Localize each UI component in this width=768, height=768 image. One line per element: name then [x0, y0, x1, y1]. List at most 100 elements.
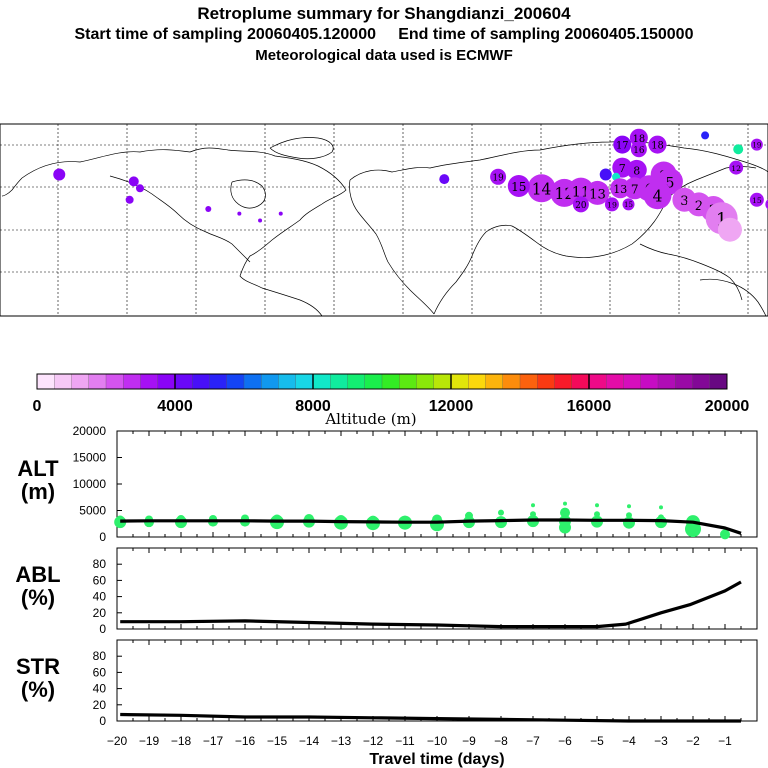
travel-time-axis: −20 −19 −18 −17 −16 −15 −14 −13 −12 −11 −10 −9 −8 −7 −…	[107, 734, 732, 768]
y-tick-label: 10000	[73, 477, 107, 491]
plume-point	[648, 135, 667, 154]
colorbar-tick-label: 20000	[705, 398, 750, 415]
plume-point	[237, 211, 242, 216]
colorbar-cell	[243, 373, 262, 390]
west-europe-africa-outline	[349, 179, 435, 315]
plume-point	[439, 174, 450, 185]
greenland-outline	[269, 137, 334, 160]
plume-point	[572, 196, 589, 213]
colorbar-cell	[588, 373, 607, 390]
plume-point	[135, 184, 144, 193]
colorbar-cell	[174, 373, 193, 390]
x-tick-label: −14	[299, 734, 320, 748]
colorbar-cell	[554, 373, 573, 390]
colorbar-cell	[433, 373, 452, 390]
y-tick-label: 60	[93, 665, 107, 679]
plume-point	[128, 176, 139, 187]
plume-point	[765, 199, 768, 210]
panel-ylabel: ALT	[17, 456, 59, 481]
colorbar-cell	[692, 373, 711, 390]
plume-point-label: 2	[695, 199, 703, 214]
plume-point-label: 13	[589, 187, 606, 202]
colorbar-tick-label: 16000	[567, 398, 612, 415]
plume-point-label: 19	[607, 201, 617, 210]
x-tick-label: −17	[203, 734, 224, 748]
y-tick-label: 0	[99, 622, 106, 636]
y-tick-label: 80	[93, 649, 107, 663]
world-map: 1716181819191912789567134322114121113151…	[0, 123, 768, 317]
plume-point	[205, 206, 212, 212]
plume-point	[629, 128, 648, 147]
plume-point	[258, 218, 263, 223]
altitude-cluster-point	[658, 514, 664, 521]
colorbar-cell	[502, 373, 521, 390]
colorbar-cell	[295, 373, 314, 390]
y-tick-label: 20	[93, 606, 107, 620]
colorbar-tick-label: 0	[33, 398, 42, 415]
plume-point-label: 15	[511, 180, 526, 194]
colorbar-tick-label: 8000	[295, 398, 331, 415]
chart-title: Retroplume summary for Shangdianzi_20060…	[197, 4, 571, 23]
altitude-cluster-point	[659, 505, 663, 510]
map-frame	[0, 123, 768, 317]
colorbar-frame	[36, 373, 728, 390]
colorbar-cell	[54, 373, 72, 390]
plume-point-label: 4	[653, 188, 663, 206]
plume-point	[733, 144, 744, 155]
altitude-cluster-point	[626, 512, 632, 519]
y-tick-label: 15000	[73, 451, 107, 465]
plume-point-label: 20	[575, 201, 587, 211]
plume-point-label: 8	[633, 164, 640, 177]
colorbar-cell	[623, 373, 642, 390]
colorbar-cell	[537, 373, 555, 390]
x-tick-label: −10	[427, 734, 448, 748]
altitude-cluster-point	[498, 509, 504, 516]
plume-point-label: 7	[631, 182, 639, 196]
plume-point	[585, 180, 610, 205]
plume-point-label: 18	[633, 134, 646, 145]
colorbar-cell	[192, 373, 210, 390]
colorbar-cell	[261, 373, 279, 390]
x-tick-label: −13	[331, 734, 352, 748]
x-tick-label: −7	[526, 734, 540, 748]
altitude-cluster-point	[720, 529, 730, 540]
plume-points: 1716181819191912789567134322114121113151…	[53, 128, 768, 242]
plume-point	[626, 159, 647, 180]
colorbar-cell	[416, 373, 435, 390]
panel-ylabel-unit: (%)	[21, 677, 55, 702]
colorbar-label: Altitude (m)	[324, 410, 416, 428]
south-asia-coast	[433, 197, 669, 315]
plume-point-label: 7	[619, 162, 626, 175]
altitude-cluster-point	[530, 511, 536, 518]
colorbar-cell	[347, 373, 366, 390]
abl-panel: 0 20 40 60 80 ABL(%)	[15, 547, 758, 636]
plume-point	[613, 135, 632, 154]
eurasia-north-coast	[349, 141, 768, 181]
altitude-panel: 0 5000 10000 15000 20000 ALT(m)	[17, 424, 758, 544]
x-axis-label: Travel time (days)	[369, 751, 504, 768]
x-tick-label: −6	[558, 734, 572, 748]
colorbar-cell	[657, 373, 676, 390]
y-tick-label: 0	[99, 530, 106, 544]
colorbar-cell	[364, 373, 383, 390]
colorbar-cell	[640, 373, 659, 390]
colorbar-cell	[278, 373, 297, 390]
plume-point	[643, 181, 672, 210]
y-tick-label: 20000	[73, 424, 107, 438]
y-tick-label: 60	[93, 573, 107, 587]
plume-point	[701, 131, 710, 140]
x-tick-label: −1	[718, 734, 732, 748]
x-tick-label: −9	[462, 734, 476, 748]
plume-point	[717, 217, 742, 242]
colorbar-cell	[709, 373, 728, 390]
colorbar-cell	[450, 373, 469, 390]
y-tick-label: 40	[93, 682, 107, 696]
plume-point	[490, 168, 507, 185]
colorbar-cell	[209, 373, 228, 390]
x-tick-label: −15	[267, 734, 288, 748]
altitude-cluster-point	[623, 516, 635, 529]
colorbar-cells	[36, 373, 728, 390]
plume-point	[729, 160, 744, 175]
australia-outline	[699, 278, 767, 317]
